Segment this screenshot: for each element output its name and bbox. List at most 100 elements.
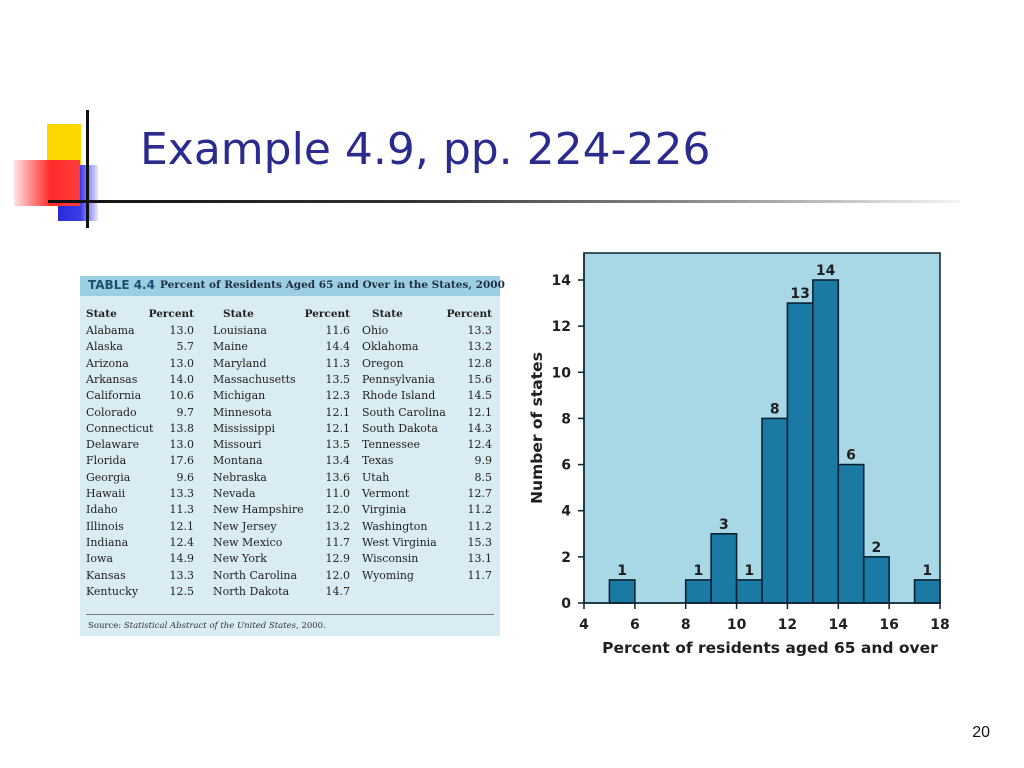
table-cell-percent: 13.3 <box>169 487 195 500</box>
histogram-bar <box>608 579 636 604</box>
table-cell-state: Maryland <box>213 356 267 370</box>
table-cell-state: North Carolina <box>213 568 298 582</box>
y-tick-label: 0 <box>561 596 571 612</box>
table-cell-state: Illinois <box>86 519 124 533</box>
y-tick-label: 10 <box>552 365 572 381</box>
x-tick-label: 16 <box>879 617 898 633</box>
y-axis-title: Number of states <box>528 352 546 504</box>
table-cell-state: Arkansas <box>86 372 138 386</box>
table-cell-state: Washington <box>362 519 428 533</box>
table-cell-percent: 13.3 <box>169 568 195 582</box>
table-source-title: Statistical Abstract of the United State… <box>123 621 297 631</box>
table-cell-percent: 12.0 <box>325 568 351 582</box>
table-rule <box>86 614 494 615</box>
table-source-prefix: Source: <box>88 621 124 631</box>
table-cell-percent: 14.9 <box>169 552 195 566</box>
table-cell-state: Arizona <box>86 356 129 370</box>
table-cell-state: California <box>86 389 142 403</box>
histogram-bar <box>710 532 738 604</box>
table-cell-percent: 12.5 <box>169 584 195 598</box>
table-caption: Percent of Residents Aged 65 and Over in… <box>160 279 505 291</box>
table-cell-percent: 12.7 <box>467 487 493 500</box>
table-cell-state: Colorado <box>86 405 137 419</box>
table-cell-percent: 14.3 <box>467 421 493 435</box>
table-cell-percent: 11.0 <box>325 487 351 500</box>
table-cell-state: Idaho <box>86 503 118 517</box>
x-tick-label: 6 <box>630 617 640 633</box>
table-cell-state: Hawaii <box>86 487 126 500</box>
histogram-bar <box>837 463 865 604</box>
table-cell-percent: 11.3 <box>169 503 195 517</box>
bar-value-label: 6 <box>846 448 856 464</box>
table-cell-state: West Virginia <box>362 535 437 549</box>
y-tick-label: 14 <box>552 273 572 289</box>
table-cell-percent: 11.7 <box>325 535 351 549</box>
bar-value-label: 3 <box>719 517 729 533</box>
table-cell-state: Massachusetts <box>213 372 296 386</box>
x-tick-label: 18 <box>930 617 949 633</box>
table-cell-state: New Jersey <box>213 519 277 533</box>
table-cell-percent: 12.3 <box>325 389 351 403</box>
slide-title: Example 4.9, pp. 224-226 <box>140 124 711 175</box>
table-cell-state: Alaska <box>86 340 123 354</box>
table-source: Source: Statistical Abstract of the Unit… <box>88 621 326 631</box>
table-cell-percent: 11.2 <box>467 519 493 533</box>
table-cell-state: Wyoming <box>362 568 414 582</box>
table-cell-percent: 14.5 <box>467 389 493 403</box>
table-cell-percent: 13.5 <box>325 438 351 452</box>
logo-red-square <box>14 160 80 206</box>
y-tick-label: 4 <box>561 504 571 520</box>
table-cell-state: Indiana <box>86 535 129 549</box>
table-cell-percent: 9.7 <box>176 405 195 419</box>
table-cell-percent: 13.8 <box>169 421 195 435</box>
table-cell-percent: 14.0 <box>169 372 195 386</box>
histogram-bar <box>812 279 840 604</box>
table-cell-percent: 11.2 <box>467 503 493 517</box>
table-cell-percent: 12.1 <box>467 405 493 419</box>
table-cell-state: North Dakota <box>213 584 290 598</box>
table-cell-percent: 10.6 <box>169 389 195 403</box>
table-cell-state: Florida <box>86 454 127 468</box>
table-cell-state: New Hampshire <box>213 503 304 517</box>
table-cell-percent: 8.5 <box>474 470 493 484</box>
table-cell-percent: 11.7 <box>467 568 493 582</box>
table-cell-state: Delaware <box>86 438 140 452</box>
table-header-percent: Percent <box>304 308 350 320</box>
table-cell-percent: 15.6 <box>467 372 493 386</box>
table-cell-state: Alabama <box>86 324 135 337</box>
table-cell-state: New York <box>213 552 267 566</box>
x-tick-label: 10 <box>727 617 747 633</box>
table-cell-percent: 11.6 <box>325 324 351 337</box>
table-cell-percent: 9.9 <box>474 454 493 468</box>
table-cell-state: Georgia <box>86 470 131 484</box>
table-cell-state: Virginia <box>362 503 407 517</box>
table-cell-percent: 15.3 <box>467 535 493 549</box>
histogram-bar <box>761 417 789 604</box>
table-cell-state: Maine <box>213 340 248 354</box>
table-cell-state: Kentucky <box>86 584 139 598</box>
table-cell-state: South Dakota <box>362 421 438 435</box>
table-header-state: State <box>372 308 403 320</box>
table-cell-percent: 13.5 <box>325 372 351 386</box>
table-cell-percent: 12.4 <box>467 438 493 452</box>
table-header-state: State <box>223 308 254 320</box>
table-cell-state: Utah <box>362 470 390 484</box>
table-cell-state: Oklahoma <box>362 340 419 354</box>
histogram-bar <box>786 302 814 604</box>
table-cell-state: Wisconsin <box>362 552 419 566</box>
logo-vertical-line <box>86 110 89 228</box>
table-cell-state: Iowa <box>86 552 113 566</box>
table-cell-state: Rhode Island <box>362 389 436 403</box>
table-cell-percent: 17.6 <box>169 454 195 468</box>
table-cell-percent: 12.1 <box>325 421 351 435</box>
table-cell-state: Pennsylvania <box>362 372 435 386</box>
histogram-bar <box>913 579 941 604</box>
table-cell-percent: 5.7 <box>176 340 195 354</box>
bar-value-label: 1 <box>922 563 932 579</box>
x-axis-title: Percent of residents aged 65 and over <box>602 639 938 657</box>
table-cell-state: Oregon <box>362 356 404 370</box>
histogram-bar <box>862 556 890 604</box>
table-cell-state: Texas <box>362 454 394 468</box>
table-label: TABLE 4.4 <box>88 278 155 292</box>
table-cell-percent: 13.4 <box>325 454 351 468</box>
